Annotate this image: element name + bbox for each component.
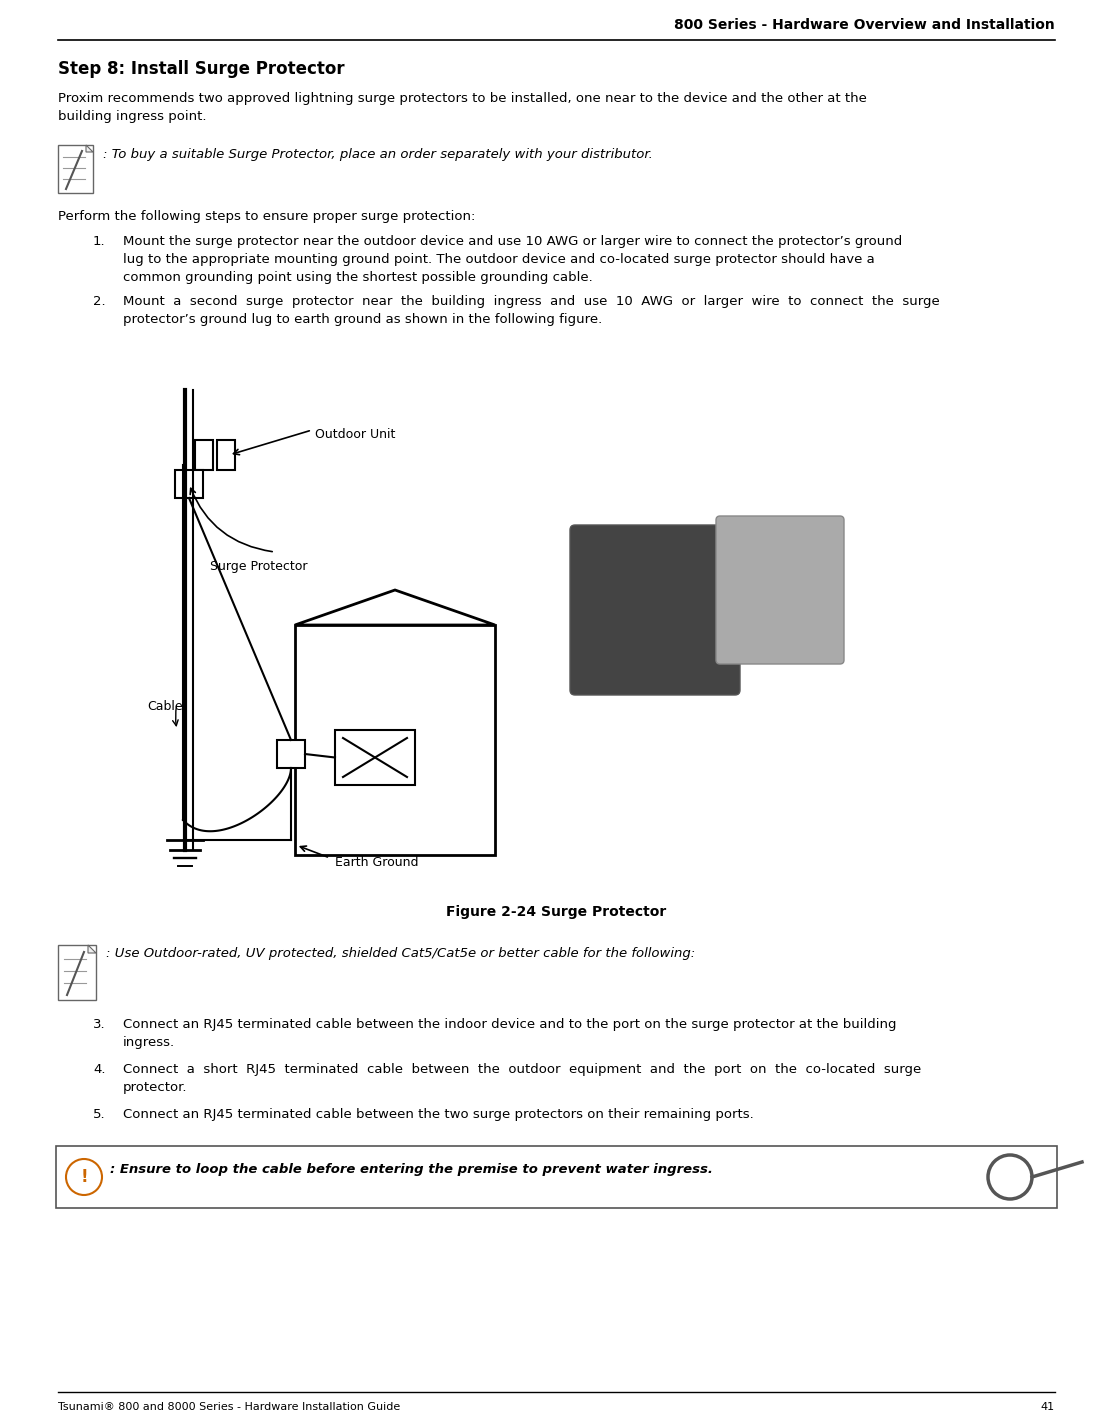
Text: Earth Ground: Earth Ground	[336, 856, 418, 868]
Polygon shape	[295, 590, 495, 625]
FancyBboxPatch shape	[716, 516, 844, 665]
Text: Figure 2-24 Surge Protector: Figure 2-24 Surge Protector	[447, 906, 667, 918]
Text: 2.: 2.	[94, 295, 106, 308]
Text: common grounding point using the shortest possible grounding cable.: common grounding point using the shortes…	[123, 271, 593, 284]
Bar	[58, 145, 94, 193]
Text: Cable: Cable	[147, 700, 183, 713]
Text: Proxim recommends two approved lightning surge protectors to be installed, one n: Proxim recommends two approved lightning…	[58, 93, 867, 106]
Text: Step 8: Install Surge Protector: Step 8: Install Surge Protector	[58, 60, 344, 78]
Text: Mount  a  second  surge  protector  near  the  building  ingress  and  use  10  : Mount a second surge protector near the …	[123, 295, 939, 308]
Text: Tsunami® 800 and 8000 Series - Hardware Installation Guide: Tsunami® 800 and 8000 Series - Hardware …	[58, 1402, 400, 1412]
Bar	[195, 441, 213, 471]
Text: : To buy a suitable Surge Protector, place an order separately with your distrib: : To buy a suitable Surge Protector, pla…	[103, 148, 653, 161]
Polygon shape	[88, 945, 96, 953]
Bar	[175, 471, 204, 498]
Text: 4.: 4.	[94, 1062, 106, 1077]
Text: 41: 41	[1041, 1402, 1055, 1412]
Text: Surge Protector: Surge Protector	[210, 560, 308, 573]
Text: building ingress point.: building ingress point.	[58, 110, 207, 123]
Polygon shape	[86, 145, 94, 153]
Text: ingress.: ingress.	[123, 1037, 175, 1050]
Text: Connect an RJ45 terminated cable between the indoor device and to the port on th: Connect an RJ45 terminated cable between…	[123, 1018, 896, 1031]
FancyBboxPatch shape	[570, 525, 740, 694]
FancyBboxPatch shape	[56, 1147, 1057, 1208]
Text: !: !	[80, 1168, 88, 1186]
Circle shape	[66, 1159, 102, 1195]
Text: protector.: protector.	[123, 1081, 187, 1094]
Text: lug to the appropriate mounting ground point. The outdoor device and co-located : lug to the appropriate mounting ground p…	[123, 252, 875, 267]
Bar	[295, 625, 495, 856]
Text: Perform the following steps to ensure proper surge protection:: Perform the following steps to ensure pr…	[58, 210, 475, 222]
Text: Connect  a  short  RJ45  terminated  cable  between  the  outdoor  equipment  an: Connect a short RJ45 terminated cable be…	[123, 1062, 922, 1077]
Text: 5.: 5.	[94, 1108, 106, 1121]
Bar	[58, 945, 96, 1000]
Text: 800 Series - Hardware Overview and Installation: 800 Series - Hardware Overview and Insta…	[674, 19, 1055, 31]
Text: : Ensure to loop the cable before entering the premise to prevent water ingress.: : Ensure to loop the cable before enteri…	[110, 1164, 713, 1176]
Text: 1.: 1.	[94, 235, 106, 248]
Text: Mount the surge protector near the outdoor device and use 10 AWG or larger wire : Mount the surge protector near the outdo…	[123, 235, 902, 248]
Text: Outdoor Unit: Outdoor Unit	[315, 428, 395, 441]
Bar	[277, 740, 305, 769]
Text: 3.: 3.	[94, 1018, 106, 1031]
Text: : Use Outdoor-rated, UV protected, shielded Cat5/Cat5e or better cable for the f: : Use Outdoor-rated, UV protected, shiel…	[106, 947, 695, 960]
Bar	[217, 441, 235, 471]
Text: Connect an RJ45 terminated cable between the two surge protectors on their remai: Connect an RJ45 terminated cable between…	[123, 1108, 754, 1121]
Text: protector’s ground lug to earth ground as shown in the following figure.: protector’s ground lug to earth ground a…	[123, 312, 603, 327]
Bar	[336, 730, 415, 784]
